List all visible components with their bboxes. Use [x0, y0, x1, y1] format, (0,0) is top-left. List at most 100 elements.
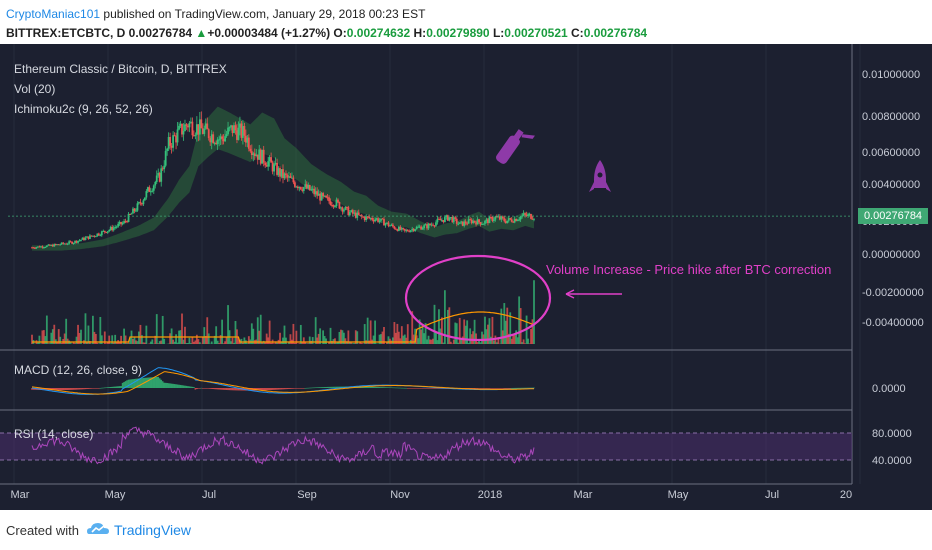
candle-body: [178, 125, 180, 130]
volume-bar: [292, 323, 295, 344]
candle-body: [503, 218, 506, 222]
macd-histogram-bar: [304, 387, 307, 389]
volume-bar: [175, 334, 177, 344]
candle-body: [365, 216, 368, 221]
volume-bar: [158, 341, 161, 344]
macd-histogram-bar: [138, 378, 140, 388]
candle-body: [279, 168, 281, 177]
candle-body: [246, 137, 249, 143]
volume-bar: [197, 339, 200, 344]
volume-bar: [87, 325, 90, 344]
macd-histogram-bar: [258, 388, 261, 391]
candle-body: [317, 193, 320, 196]
macd-histogram-bar: [173, 384, 176, 388]
candle-body: [158, 172, 161, 182]
chart-area[interactable]: 0.01000000 0.00800000 0.00600000 0.00400000…: [0, 44, 932, 510]
volume-bar: [123, 328, 125, 344]
candle-body: [301, 189, 304, 191]
tradingview-cloud-icon: [87, 523, 109, 534]
candle-body: [83, 237, 85, 240]
up-triangle-icon: ▲: [195, 26, 208, 40]
volume-bar: [243, 337, 246, 344]
candle-body: [53, 244, 56, 247]
volume-bar: [256, 317, 259, 344]
candle-body: [386, 222, 388, 224]
macd-histogram-bar: [209, 388, 212, 389]
candle-body: [420, 226, 423, 230]
candle-body: [412, 228, 415, 231]
macd-histogram-bar: [161, 381, 164, 388]
macd-histogram-bar: [516, 387, 519, 389]
candle-body: [525, 214, 528, 216]
volume-bar: [66, 338, 69, 344]
candle-body: [276, 162, 278, 175]
rsi-tick-label: 80.0000: [872, 428, 912, 440]
candle-body: [75, 240, 78, 243]
volume-bar: [533, 280, 535, 344]
candle-body: [479, 222, 482, 225]
volume-bar: [219, 335, 222, 344]
candle-body: [87, 236, 90, 239]
volume-bar: [151, 339, 154, 344]
volume-bar: [485, 329, 488, 344]
candle-body: [154, 182, 157, 186]
volume-bar: [268, 320, 271, 344]
volume-bar: [138, 331, 140, 344]
time-tick-label: May: [668, 489, 689, 501]
author-link[interactable]: CryptoManiac101: [6, 7, 101, 21]
candle-body: [351, 210, 354, 214]
macd-histogram-bar: [485, 388, 488, 389]
candle-body: [512, 221, 515, 223]
volume-bar: [145, 325, 148, 344]
macd-histogram-bar: [381, 387, 384, 388]
candle-body: [325, 195, 327, 198]
macd-histogram-bar: [249, 388, 252, 391]
macd-histogram-bar: [221, 388, 223, 390]
candle-body: [240, 123, 243, 138]
candle-body: [356, 212, 359, 218]
open-value: 0.00274632: [346, 26, 411, 40]
tradingview-brand[interactable]: TradingView: [114, 522, 192, 538]
macd-histogram-bar: [90, 388, 93, 389]
chart-canvas[interactable]: 0.01000000 0.00800000 0.00600000 0.00400000…: [0, 44, 932, 510]
macd-histogram-bar: [433, 388, 436, 389]
macd-histogram-bar: [484, 388, 486, 389]
volume-bar: [204, 336, 207, 344]
volume-bar: [302, 337, 305, 344]
volume-bar: [163, 338, 166, 344]
macd-histogram-bar: [51, 388, 54, 391]
candle-body: [132, 208, 134, 214]
candle-body: [467, 219, 470, 224]
candle-body: [506, 220, 509, 224]
candle-body: [344, 206, 347, 210]
candle-body: [117, 223, 120, 227]
macd-histogram-bar: [487, 388, 489, 389]
volume-bar: [348, 342, 351, 344]
macd-histogram-bar: [292, 388, 295, 389]
macd-histogram-bar: [273, 388, 275, 390]
volume-bar: [74, 343, 76, 344]
macd-histogram-bar: [393, 387, 396, 389]
volume-bar: [414, 328, 417, 344]
candle-body: [460, 221, 463, 223]
candle-body: [42, 247, 45, 249]
volume-bar: [475, 333, 477, 344]
volume-bar: [307, 343, 310, 344]
macd-histogram-bar: [72, 388, 75, 390]
volume-bar: [522, 339, 525, 344]
volume-bar: [120, 335, 123, 344]
macd-histogram-bar: [71, 388, 73, 390]
candle-body: [371, 217, 374, 220]
rsi-line: [31, 426, 535, 465]
candle-body: [464, 221, 467, 224]
macd-histogram-bar: [504, 388, 507, 389]
candle-body: [224, 136, 226, 142]
rsi-legend: RSI (14, close): [14, 427, 94, 441]
volume-bar: [423, 333, 425, 344]
candle-body: [106, 231, 109, 233]
volume-bar: [129, 337, 131, 344]
candle-body: [366, 216, 369, 218]
macd-histogram-bar: [31, 388, 33, 390]
candle-body: [228, 127, 231, 129]
macd-histogram-bar: [418, 388, 421, 389]
